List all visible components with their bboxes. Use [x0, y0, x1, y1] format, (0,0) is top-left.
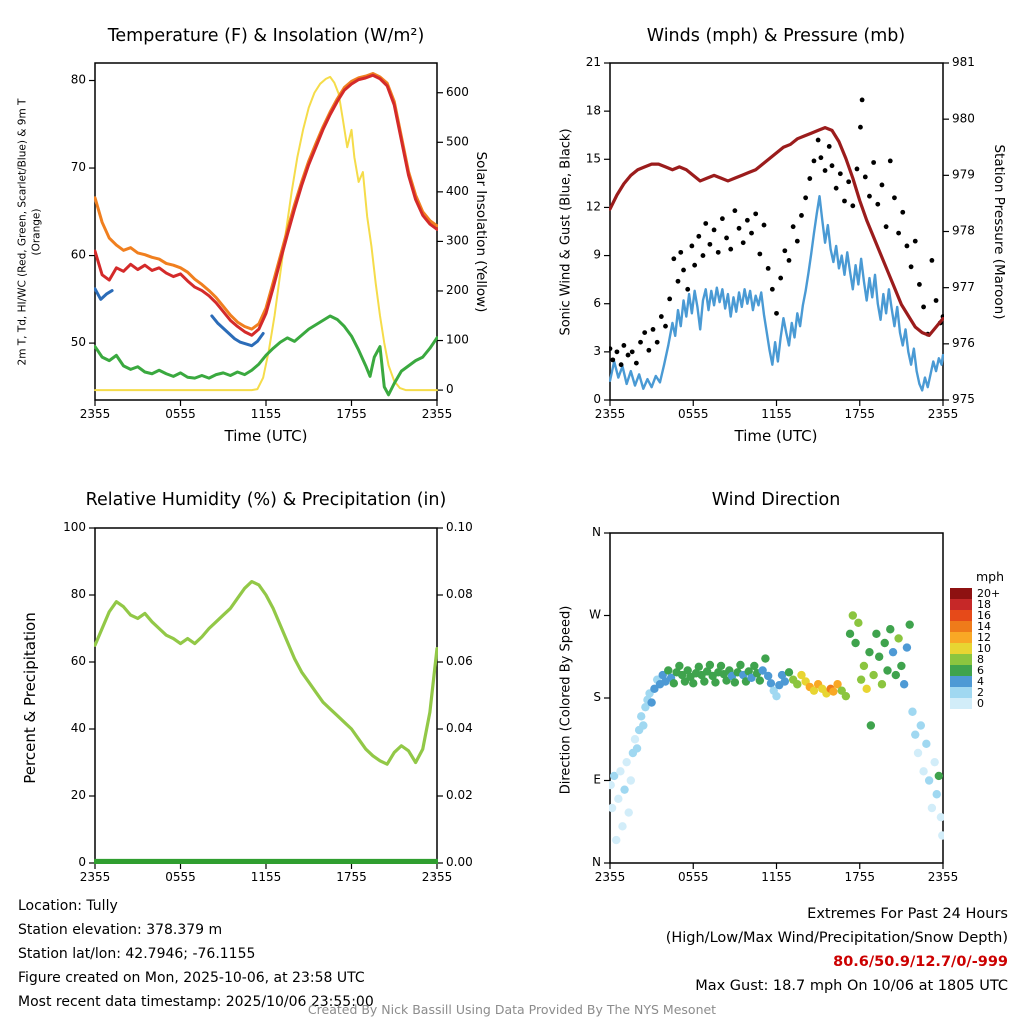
data-timestamp: Most recent data timestamp: 2025/10/06 2…	[18, 994, 374, 1010]
wind-speed-legend: mph 20+ 18 16 14 12 10 8 6 4 2 0	[950, 569, 1004, 709]
legend-rows: 20+ 18 16 14 12 10 8 6 4 2 0	[950, 588, 1004, 709]
station-latlon: Station lat/lon: 42.7946; -76.1155	[18, 946, 256, 962]
legend-label: 14	[977, 620, 991, 633]
legend-swatch	[950, 588, 972, 599]
legend-swatch	[950, 610, 972, 621]
legend-swatch	[950, 676, 972, 687]
extremes-values: 80.6/50.9/12.7/0/-999	[833, 954, 1008, 970]
winds-pressure-chart	[512, 0, 1024, 470]
station-location: Location: Tully	[18, 898, 118, 914]
legend-label: 16	[977, 609, 991, 622]
legend-label: 20+	[977, 587, 1001, 600]
legend-entry: 14	[950, 621, 1004, 632]
legend-entry: 18	[950, 599, 1004, 610]
legend-swatch	[950, 654, 972, 665]
legend-label: 6	[977, 664, 984, 677]
legend-entry: 10	[950, 643, 1004, 654]
legend-swatch	[950, 665, 972, 676]
extremes-info: Extremes For Past 24 Hours (High/Low/Max…	[666, 902, 1008, 998]
legend-swatch	[950, 599, 972, 610]
legend-swatch	[950, 621, 972, 632]
legend-label: 0	[977, 697, 984, 710]
legend-entry: 16	[950, 610, 1004, 621]
legend-entry: 6	[950, 665, 1004, 676]
legend-entry: 0	[950, 698, 1004, 709]
legend-label: 12	[977, 631, 991, 644]
temperature-insolation-chart	[0, 0, 512, 470]
extremes-subtitle: (High/Low/Max Wind/Precipitation/Snow De…	[665, 930, 1008, 946]
figure-created: Figure created on Mon, 2025-10-06, at 23…	[18, 970, 365, 986]
humidity-precip-chart	[0, 470, 512, 906]
legend-title: mph	[976, 569, 1005, 584]
legend-label: 2	[977, 686, 984, 699]
extremes-title: Extremes For Past 24 Hours	[807, 906, 1008, 922]
credit-line: Created By Nick Bassill Using Data Provi…	[307, 1002, 717, 1017]
legend-entry: 4	[950, 676, 1004, 687]
legend-label: 10	[977, 642, 991, 655]
legend-swatch	[950, 698, 972, 709]
max-gust: Max Gust: 18.7 mph On 10/06 at 1805 UTC	[695, 978, 1008, 994]
legend-swatch	[950, 687, 972, 698]
legend-entry: 2	[950, 687, 1004, 698]
legend-label: 18	[977, 598, 991, 611]
station-elevation: Station elevation: 378.379 m	[18, 922, 223, 938]
station-info: Location: Tully Station elevation: 378.3…	[18, 894, 374, 1014]
legend-swatch	[950, 632, 972, 643]
legend-entry: 20+	[950, 588, 1004, 599]
wind-direction-chart	[512, 470, 1024, 906]
legend-entry: 12	[950, 632, 1004, 643]
legend-swatch	[950, 643, 972, 654]
legend-entry: 8	[950, 654, 1004, 665]
legend-label: 4	[977, 675, 984, 688]
legend-label: 8	[977, 653, 984, 666]
